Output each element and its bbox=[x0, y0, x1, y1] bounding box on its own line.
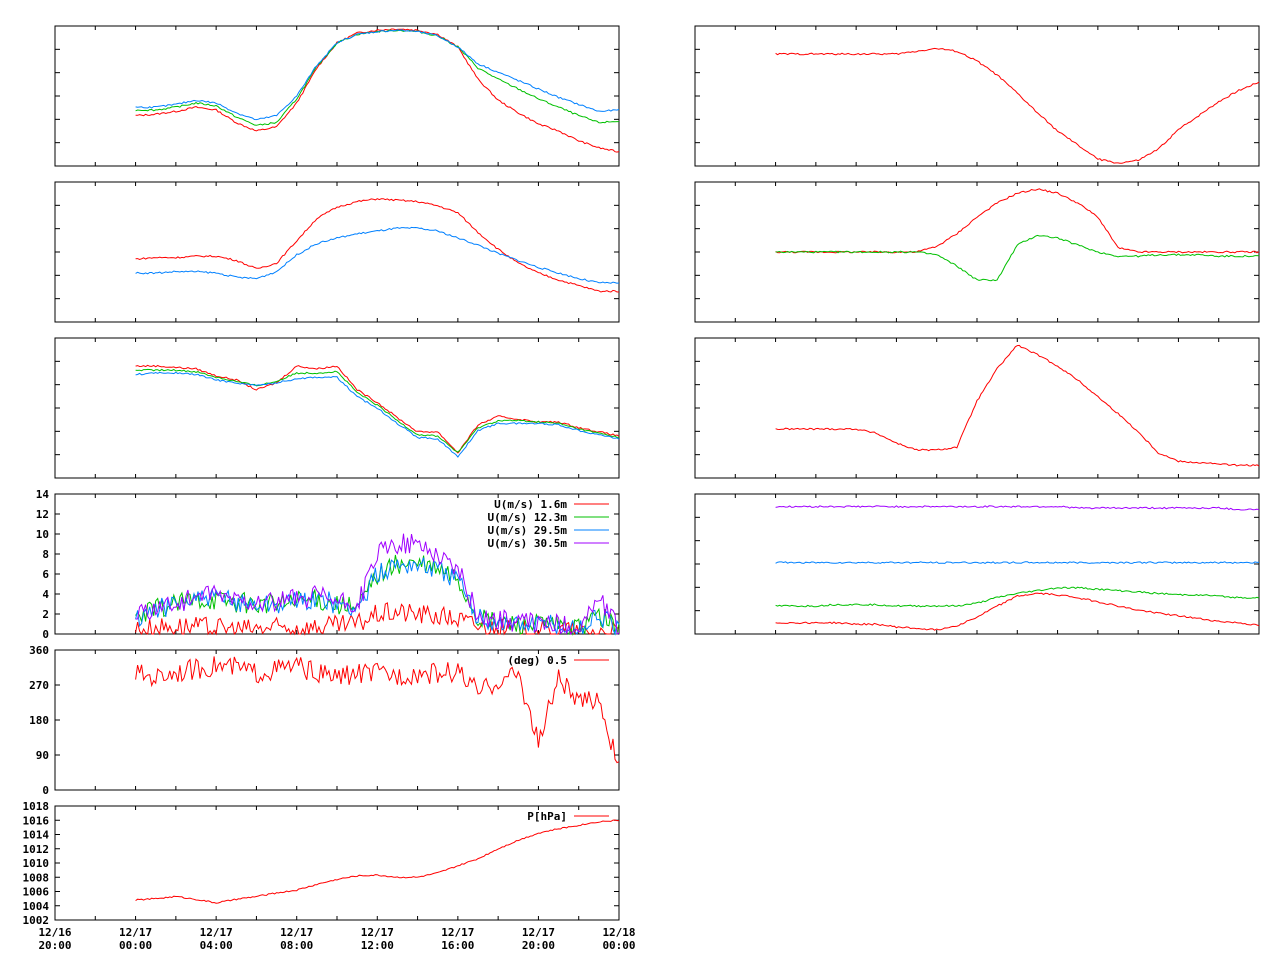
y-tick-label: 10 bbox=[36, 528, 49, 541]
x-tick-label: 12/17 bbox=[361, 926, 394, 939]
legend-label: U(m/s) 29.5m bbox=[488, 524, 568, 537]
x-tick-label: 00:00 bbox=[119, 939, 152, 952]
series-line-humidity-1 bbox=[135, 226, 620, 284]
y-tick-label: 12 bbox=[36, 508, 49, 521]
y-tick-label: 0 bbox=[42, 628, 49, 641]
y-tick-label: 2 bbox=[42, 608, 49, 621]
x-tick-label: 16:00 bbox=[441, 939, 474, 952]
x-tick-label: 20:00 bbox=[522, 939, 555, 952]
series-line-wind_speed-0 bbox=[135, 602, 620, 636]
y-tick-label: 0 bbox=[42, 784, 49, 797]
series-line-solar_curve-0 bbox=[775, 344, 1260, 467]
y-tick-label: 8 bbox=[42, 548, 49, 561]
y-tick-label: 1016 bbox=[23, 814, 50, 827]
plot-frame-solar_step bbox=[694, 25, 1260, 167]
series-line-humidity-0 bbox=[135, 198, 620, 293]
y-tick-label: 270 bbox=[29, 679, 49, 692]
legend-label: U(m/s) 30.5m bbox=[488, 537, 568, 550]
y-tick-label: 1018 bbox=[23, 800, 50, 813]
plot-frame-pressure bbox=[54, 805, 620, 921]
series-line-pressure-0 bbox=[135, 819, 619, 904]
y-tick-label: 1008 bbox=[23, 871, 50, 884]
y-tick-label: 1010 bbox=[23, 857, 50, 870]
series-line-soil_levels-2 bbox=[775, 561, 1260, 564]
y-tick-label: 360 bbox=[29, 644, 49, 657]
legend-label: P[hPa] bbox=[527, 810, 567, 823]
series-line-soil_levels-3 bbox=[775, 505, 1260, 511]
series-line-radiation-1 bbox=[775, 234, 1260, 282]
series-line-temperature-1 bbox=[135, 29, 619, 126]
plot-frame-soil_levels bbox=[694, 493, 1260, 635]
series-line-wind_direction-0 bbox=[135, 656, 620, 764]
x-tick-label: 12:00 bbox=[361, 939, 394, 952]
legend-label: U(m/s) 1.6m bbox=[494, 498, 567, 511]
y-tick-label: 1002 bbox=[23, 914, 50, 927]
x-tick-label: 12/17 bbox=[119, 926, 152, 939]
series-line-soil_levels-1 bbox=[775, 586, 1260, 608]
x-tick-label: 12/17 bbox=[522, 926, 555, 939]
x-tick-label: 04:00 bbox=[200, 939, 233, 952]
series-line-solar_step-0 bbox=[775, 47, 1260, 164]
y-tick-label: 1004 bbox=[23, 900, 50, 913]
series-line-temperature-2 bbox=[135, 29, 620, 121]
x-tick-label: 12/17 bbox=[200, 926, 233, 939]
series-line-air_temp_profile-2 bbox=[135, 371, 620, 458]
y-tick-label: 1006 bbox=[23, 886, 50, 899]
series-line-air_temp_profile-1 bbox=[135, 368, 620, 453]
y-tick-label: 180 bbox=[29, 714, 49, 727]
x-tick-label: 00:00 bbox=[602, 939, 635, 952]
series-line-radiation-0 bbox=[775, 188, 1260, 254]
plot-frame-humidity bbox=[54, 181, 620, 323]
x-tick-label: 12/18 bbox=[602, 926, 635, 939]
series-line-temperature-0 bbox=[135, 28, 620, 153]
y-tick-label: 90 bbox=[36, 749, 49, 762]
y-tick-label: 1014 bbox=[23, 829, 50, 842]
x-tick-label: 08:00 bbox=[280, 939, 313, 952]
x-tick-label: 12/17 bbox=[441, 926, 474, 939]
series-line-soil_levels-0 bbox=[775, 592, 1260, 631]
y-tick-label: 4 bbox=[42, 588, 49, 601]
x-tick-label: 12/16 bbox=[38, 926, 71, 939]
x-tick-label: 20:00 bbox=[38, 939, 71, 952]
series-line-wind_speed-3 bbox=[135, 533, 620, 635]
y-tick-label: 6 bbox=[42, 568, 49, 581]
y-tick-label: 14 bbox=[36, 488, 50, 501]
plot-frame-solar_curve bbox=[694, 337, 1260, 479]
legend-label: U(m/s) 12.3m bbox=[488, 511, 568, 524]
plot-frame-air_temp_profile bbox=[54, 337, 620, 479]
y-tick-label: 1012 bbox=[23, 843, 50, 856]
legend-label: (deg) 0.5 bbox=[507, 654, 567, 667]
x-tick-label: 12/17 bbox=[280, 926, 313, 939]
